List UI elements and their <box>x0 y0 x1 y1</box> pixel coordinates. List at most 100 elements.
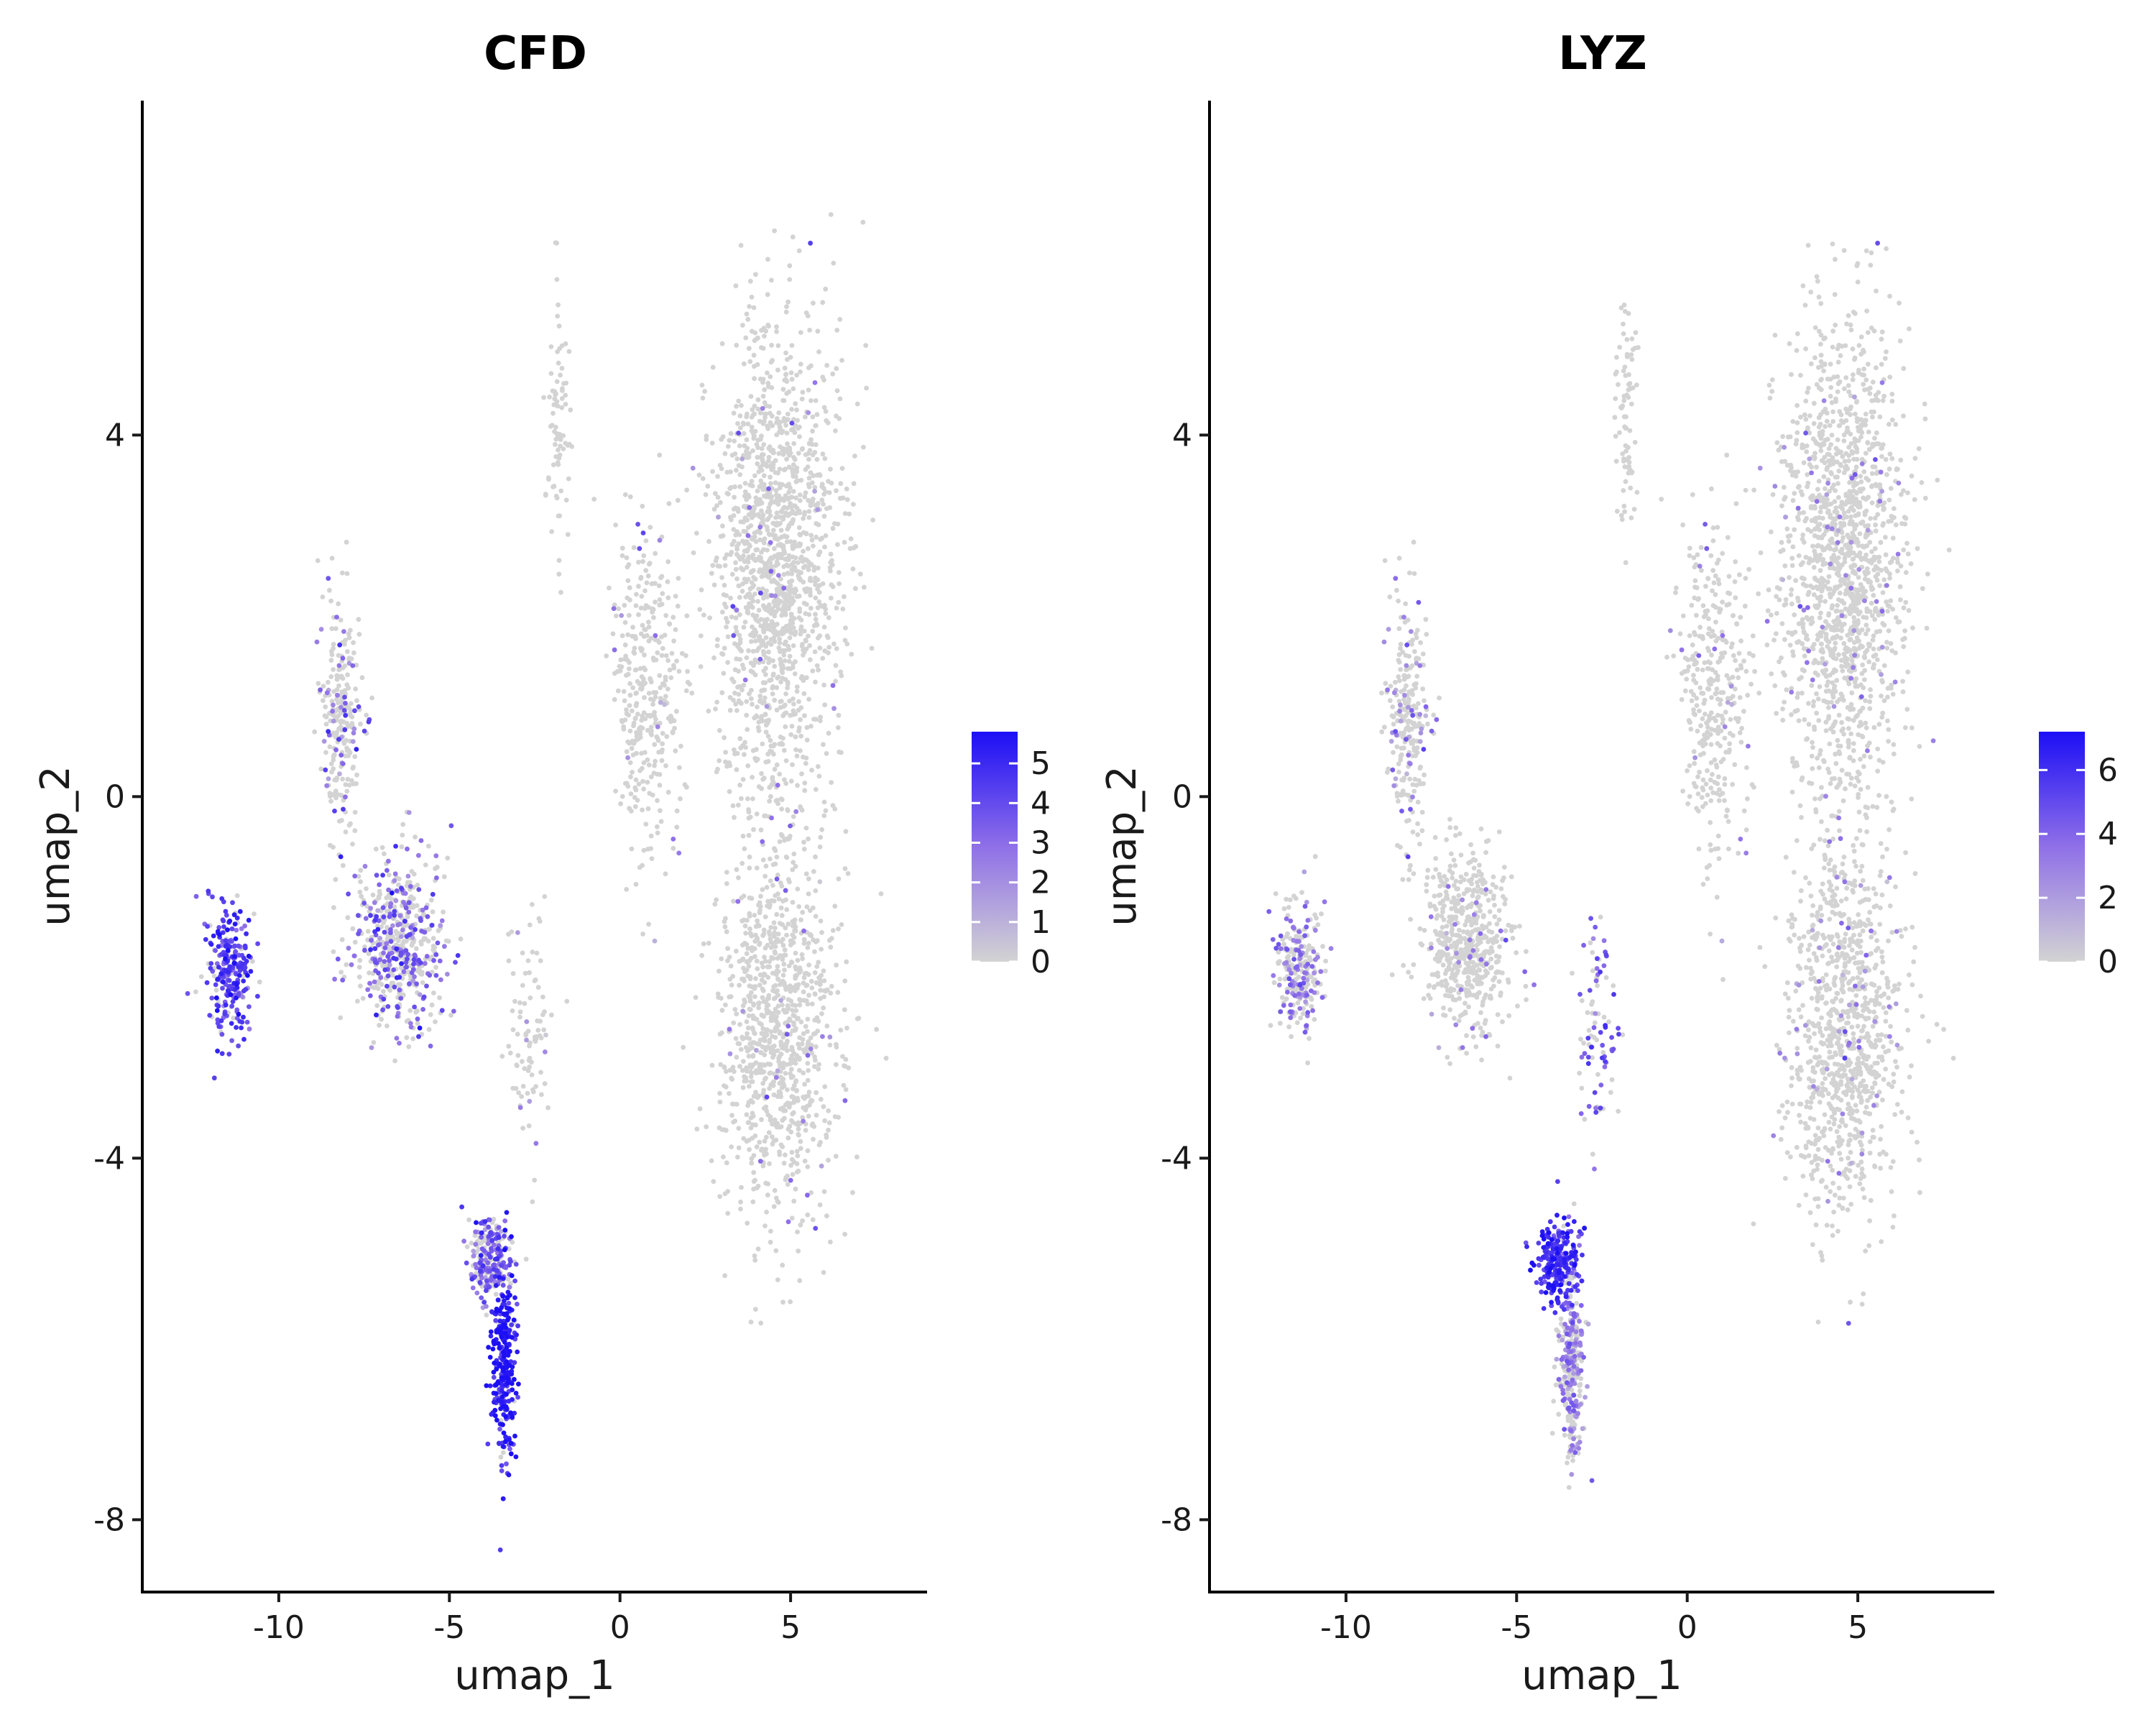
cell-point <box>374 1003 380 1008</box>
cell-point <box>803 531 809 537</box>
cell-point <box>653 758 658 764</box>
cell-point-expressing <box>318 627 324 632</box>
cell-point-expressing <box>484 1278 489 1284</box>
cell-point-expressing <box>239 1025 244 1031</box>
cell-point <box>348 821 353 827</box>
cell-point <box>749 933 755 939</box>
cell-point <box>758 827 764 833</box>
cell-point <box>428 1012 433 1017</box>
cell-point <box>791 1095 796 1100</box>
cell-point <box>751 1153 757 1159</box>
cell-point <box>760 462 765 468</box>
cell-point <box>615 688 621 694</box>
cell-point-expressing <box>727 1051 733 1057</box>
cell-point <box>822 456 828 461</box>
cell-point <box>558 488 564 494</box>
cell-point <box>733 625 739 630</box>
cell-point <box>650 606 655 612</box>
cell-point-expressing <box>652 938 658 944</box>
cell-point-expressing <box>657 538 663 543</box>
cell-point <box>753 1122 758 1128</box>
cell-point <box>778 555 784 561</box>
cell-point <box>775 964 780 969</box>
cell-point-expressing <box>775 783 780 788</box>
cell-point-expressing <box>421 994 427 1000</box>
cell-point-expressing <box>405 956 410 962</box>
cell-point <box>626 562 632 567</box>
cell-point <box>554 495 560 501</box>
cell-point <box>710 563 716 569</box>
cell-point <box>799 952 805 957</box>
cell-point-expressing <box>493 1391 499 1397</box>
cell-point <box>556 456 562 461</box>
cell-point <box>750 775 755 780</box>
cell-point-expressing <box>362 863 368 869</box>
cell-point <box>786 622 792 628</box>
cell-point <box>441 874 447 880</box>
cell-point <box>801 941 807 946</box>
cell-point <box>794 465 800 471</box>
cell-point <box>732 1118 738 1123</box>
cell-point-expressing <box>740 1008 745 1014</box>
cell-point <box>393 929 399 934</box>
cell-point <box>765 996 770 1001</box>
cell-point <box>700 476 706 482</box>
cell-point-expressing <box>399 886 404 891</box>
cell-point <box>777 741 783 747</box>
cell-point <box>771 920 777 926</box>
cell-point <box>673 627 678 632</box>
cell-point <box>1834 678 1840 684</box>
cell-point <box>763 959 768 964</box>
cell-point <box>787 635 793 640</box>
cell-point-expressing <box>350 663 356 668</box>
cell-point <box>803 490 808 495</box>
cell-point-expressing <box>226 1052 232 1057</box>
cell-point-expressing <box>438 977 443 983</box>
cell-point <box>814 663 820 668</box>
cell-point <box>671 638 676 644</box>
cell-point <box>535 1018 540 1024</box>
cell-point-expressing <box>451 1008 456 1014</box>
cell-point <box>786 482 791 487</box>
cell-point-expressing <box>381 914 387 920</box>
cell-point <box>613 788 618 794</box>
cell-point <box>780 1300 786 1305</box>
cell-point <box>345 649 350 654</box>
cell-point <box>806 559 811 565</box>
cell-point-expressing <box>499 1394 505 1399</box>
cell-point-expressing <box>406 900 412 906</box>
cell-point-expressing <box>820 1034 825 1039</box>
cell-point <box>759 770 764 776</box>
cell-point <box>851 545 857 551</box>
cell-point <box>763 411 768 417</box>
cell-point <box>756 1093 762 1099</box>
cell-point-expressing <box>439 1008 445 1013</box>
cell-point <box>813 442 819 447</box>
cell-point <box>826 1157 831 1163</box>
cell-point <box>773 632 778 638</box>
cell-point <box>772 846 777 852</box>
cell-point <box>756 586 761 592</box>
cell-point-expressing <box>509 1234 514 1239</box>
cell-point <box>652 763 657 768</box>
cell-point <box>777 1029 783 1035</box>
cell-point <box>538 1070 543 1075</box>
cell-point-expressing <box>381 950 386 956</box>
cell-point <box>750 648 756 654</box>
cell-point <box>821 799 827 805</box>
cell-point-expressing <box>487 1355 493 1360</box>
cell-point <box>750 1027 756 1032</box>
cell-point-expressing <box>766 486 771 492</box>
cell-point <box>339 937 345 942</box>
cell-point-expressing <box>323 767 328 773</box>
cell-point <box>819 972 824 978</box>
cell-point-expressing <box>817 879 823 885</box>
cell-point <box>647 561 653 566</box>
cell-point <box>805 1148 811 1154</box>
cell-point <box>745 973 750 979</box>
cell-point-expressing <box>442 944 447 949</box>
cell-point <box>750 1199 756 1205</box>
cell-point <box>727 707 733 713</box>
cell-point-expressing <box>372 946 378 952</box>
cell-point <box>753 617 759 622</box>
